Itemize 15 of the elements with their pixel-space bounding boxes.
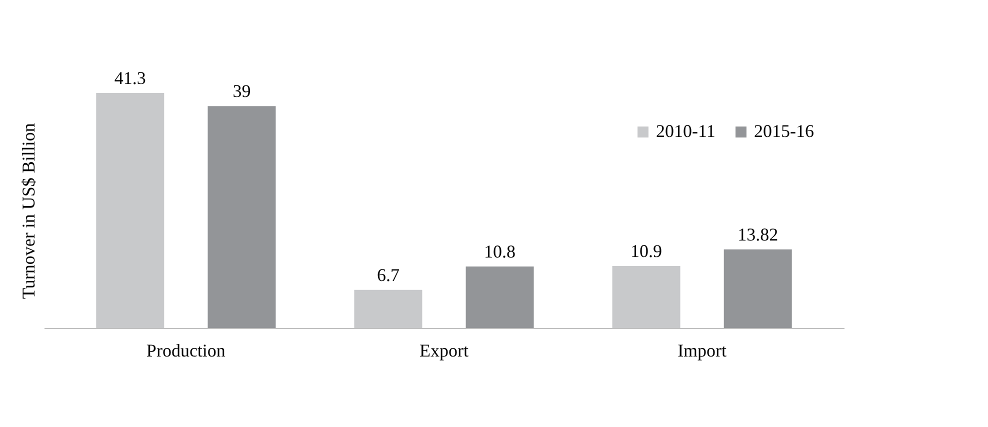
- data-label: 41.3: [114, 68, 146, 88]
- data-label: 10.8: [484, 242, 516, 262]
- bar: [724, 249, 792, 328]
- legend-label: 2015-16: [754, 121, 814, 141]
- bar: [466, 266, 534, 328]
- bar: [208, 106, 276, 328]
- legend-label: 2010-11: [656, 121, 716, 141]
- data-label: 39: [232, 81, 251, 102]
- data-label: 6.7: [376, 264, 400, 285]
- x-tick-label: Import: [678, 340, 727, 360]
- data-label: 13.82: [738, 224, 778, 244]
- x-tick-label: Production: [146, 340, 226, 360]
- x-tick-label: Export: [420, 340, 468, 360]
- data-label: 10.9: [630, 240, 662, 261]
- y-axis-title: Turnover in US$ Billion: [18, 123, 38, 299]
